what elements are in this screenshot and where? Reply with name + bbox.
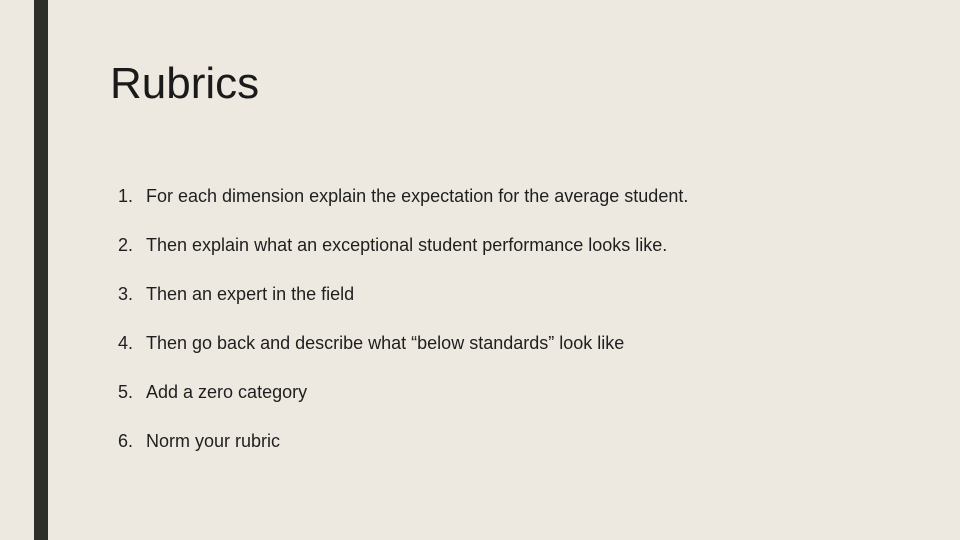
list-item: Then explain what an exceptional student… [118, 235, 688, 256]
accent-bar [34, 0, 48, 540]
list-item: For each dimension explain the expectati… [118, 186, 688, 207]
list-item: Then an expert in the field [118, 284, 688, 305]
list-item: Then go back and describe what “below st… [118, 333, 688, 354]
list-item: Norm your rubric [118, 431, 688, 452]
numbered-list: For each dimension explain the expectati… [118, 186, 688, 480]
slide: Rubrics For each dimension explain the e… [0, 0, 960, 540]
list-item: Add a zero category [118, 382, 688, 403]
slide-title: Rubrics [110, 59, 259, 109]
